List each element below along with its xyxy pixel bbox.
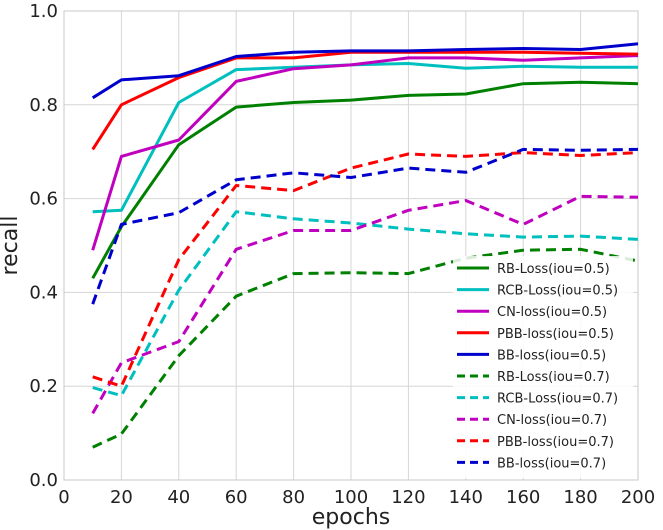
legend-entry-label: RB-Loss(iou=0.7): [497, 370, 610, 385]
x-tick-label: 80: [282, 487, 305, 508]
legend-entry-label: BB-loss(iou=0.7): [497, 456, 606, 471]
x-tick-label: 140: [449, 487, 483, 508]
legend-entry-label: BB-loss(iou=0.5): [497, 348, 606, 363]
legend-entry-label: CN-loss(iou=0.5): [497, 305, 607, 320]
x-tick-label: 100: [334, 487, 368, 508]
series-line: [91, 42, 639, 100]
series-line: [91, 194, 639, 415]
plot-frame: [63, 10, 639, 481]
series-line: [92, 62, 638, 214]
x-tick-label: 120: [391, 487, 425, 508]
y-tick-label: 1.0: [29, 1, 58, 22]
legend-entry-label: RCB-Loss(iou=0.7): [497, 392, 618, 407]
x-tick-label: 60: [225, 487, 248, 508]
y-tick-labels: 0.0 0.2 0.4 0.6 0.8 1.0: [29, 1, 58, 491]
y-tick-label: 0.4: [29, 282, 58, 303]
series-lines: [91, 42, 639, 449]
x-tick-label: 160: [506, 487, 540, 508]
series-line: [92, 247, 639, 449]
series-line: [91, 80, 639, 280]
x-tick-label: 20: [110, 487, 133, 508]
y-tick-label: 0.0: [29, 470, 58, 491]
y-tick-label: 0.8: [29, 95, 58, 116]
x-tick-label: 200: [621, 487, 655, 508]
legend-entry-label: RB-Loss(iou=0.5): [497, 262, 610, 277]
x-tick-label: 40: [167, 487, 190, 508]
legend-entry-label: PBB-loss(iou=0.7): [497, 435, 614, 450]
x-tick-labels: 0 20 40 60 80 100 120 140 160 180 200: [58, 487, 655, 508]
series-line: [91, 147, 639, 305]
x-axis-label: epochs: [312, 505, 390, 530]
y-tick-label: 0.6: [29, 189, 58, 210]
legend-entry-label: CN-loss(iou=0.7): [497, 413, 607, 428]
x-tick-label: 180: [563, 487, 597, 508]
series-line: [91, 54, 639, 251]
y-axis-label: recall: [0, 216, 23, 276]
legend: RB-Loss(iou=0.5) RCB-Loss(iou=0.5) CN-loss…: [453, 256, 633, 478]
legend-entry-label: RCB-Loss(iou=0.5): [497, 284, 618, 299]
legend-entry-label: PBB-loss(iou=0.5): [497, 327, 614, 342]
x-tick-label: 0: [58, 487, 69, 508]
y-tick-label: 0.2: [29, 376, 58, 397]
